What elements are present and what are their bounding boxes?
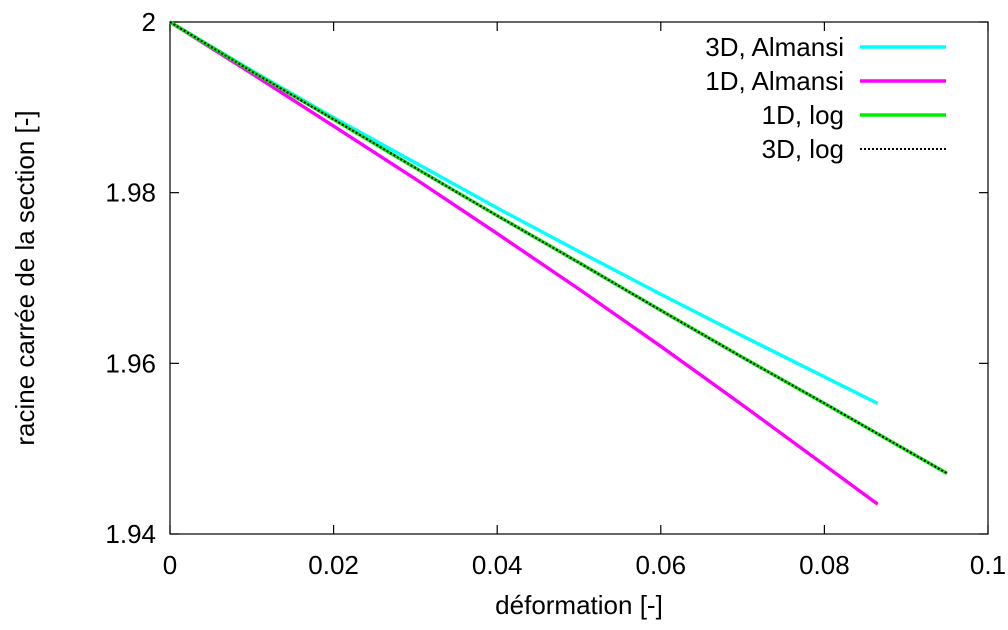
- ticks: [169, 21, 989, 535]
- legend: 3D, Almansi 1D, Almansi 1D, log 3D, log: [705, 32, 946, 164]
- series-line-2: [169, 20, 948, 475]
- x-tick-label: 0.08: [799, 550, 850, 580]
- x-tick-label: 0.04: [472, 550, 523, 580]
- tick-labels: 0 0.02 0.04 0.06 0.08 0.1 1.94 1.96 1.98 2: [105, 7, 1006, 580]
- plot-frame: [169, 21, 989, 535]
- legend-label: 1D, Almansi: [705, 66, 844, 96]
- x-tick-label: 0: [163, 550, 177, 580]
- legend-label: 3D, log: [762, 134, 844, 164]
- y-tick-label: 1.98: [105, 178, 156, 208]
- y-axis-title: racine carrée de la section [-]: [10, 110, 40, 445]
- series-layer: [169, 20, 948, 506]
- x-tick-label: 0.02: [308, 550, 359, 580]
- y-tick-label: 1.94: [105, 519, 156, 549]
- legend-label: 1D, log: [762, 100, 844, 130]
- x-axis-title: déformation [-]: [495, 590, 663, 620]
- x-tick-label: 0.06: [635, 550, 686, 580]
- legend-label: 3D, Almansi: [705, 32, 844, 62]
- y-tick-label: 2: [142, 7, 156, 37]
- series-line-1: [169, 20, 879, 506]
- y-tick-label: 1.96: [105, 348, 156, 378]
- x-tick-label: 0.1: [970, 550, 1006, 580]
